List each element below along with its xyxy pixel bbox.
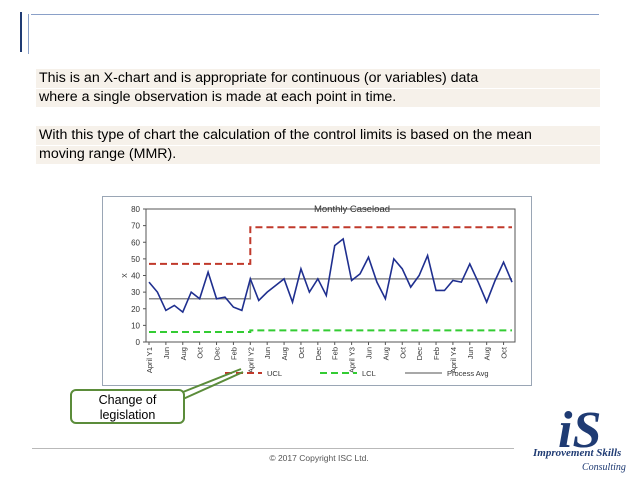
callout-line1: Change of: [98, 393, 157, 407]
change-of-legislation-callout: Change of legislation: [70, 389, 185, 424]
x-tick-label: Oct: [297, 346, 306, 359]
x-tick-label: Dec: [213, 347, 222, 361]
slide-frame-bar: [20, 12, 22, 52]
x-tick-label: Feb: [331, 347, 340, 360]
x-tick-label: Oct: [196, 346, 205, 359]
x-tick-label: April Y4: [449, 347, 458, 373]
logo-letters: iS: [558, 402, 602, 459]
x-tick-label: Dec: [415, 347, 424, 361]
series-line-ucl: [149, 226, 512, 265]
plot-area: [145, 208, 516, 343]
x-tick-label: Jun: [364, 347, 373, 359]
legend-label: LCL: [362, 369, 376, 378]
x-tick-label: April Y1: [145, 347, 154, 373]
y-tick-label: 70: [131, 222, 140, 231]
x-tick-label: Oct: [398, 346, 407, 359]
y-tick-label: 50: [131, 255, 140, 264]
x-chart: Monthly Caseload 0 10 20 30 40 50 60 70 80 X April …: [122, 204, 516, 378]
x-tick-label: Dec: [314, 347, 323, 361]
series-line-lcl: [149, 329, 512, 334]
x-tick-label: April Y2: [246, 347, 255, 373]
series-line-process-avg: [149, 278, 512, 300]
slide-frame-line-vertical: [28, 14, 29, 54]
callout-line2: legislation: [99, 408, 156, 422]
paragraph-one-line2: where a single observation is made at ea…: [39, 89, 397, 105]
y-tick-label: 20: [131, 305, 140, 314]
y-tick-label: 80: [131, 205, 140, 214]
footer-divider: [32, 448, 514, 449]
copyright-text: © 2017 Copyright ISC Ltd.: [269, 453, 369, 463]
x-tick-label: Aug: [381, 347, 390, 360]
x-tick-label: Jun: [162, 347, 171, 359]
divider: [36, 88, 600, 89]
y-tick-label: 10: [131, 321, 140, 330]
logo-text-main: Improvement Skills: [533, 447, 622, 459]
x-tick-label: Feb: [229, 347, 238, 360]
paragraph-two-line2: moving range (MMR).: [39, 146, 177, 162]
y-axis-label: X: [122, 273, 129, 278]
x-tick-label: Aug: [179, 347, 188, 360]
y-tick-label: 40: [131, 272, 140, 281]
series-line-monthly-caseload: [148, 237, 513, 314]
x-tick-label: Jun: [263, 347, 272, 359]
slide-frame-line-horizontal: [31, 14, 599, 15]
logo-text-sub: Consulting: [582, 462, 626, 473]
paragraph-two-line1: With this type of chart the calculation …: [39, 127, 532, 143]
x-tick-label: Feb: [432, 347, 441, 360]
legend-label: Process Avg: [447, 369, 489, 378]
y-tick-label: 0: [136, 338, 141, 347]
paragraph-one-line1: This is an X-chart and is appropriate fo…: [39, 70, 479, 86]
y-tick-label: 60: [131, 238, 140, 247]
chart-title: Monthly Caseload: [314, 204, 390, 215]
x-tick-label: Jun: [466, 347, 475, 359]
y-tick-label: 30: [131, 288, 140, 297]
x-tick-label: Oct: [500, 346, 509, 359]
divider: [36, 145, 600, 146]
x-tick-label: April Y3: [348, 347, 357, 373]
legend-label: UCL: [267, 369, 282, 378]
x-tick-label: Aug: [483, 347, 492, 360]
x-tick-label: Aug: [280, 347, 289, 360]
